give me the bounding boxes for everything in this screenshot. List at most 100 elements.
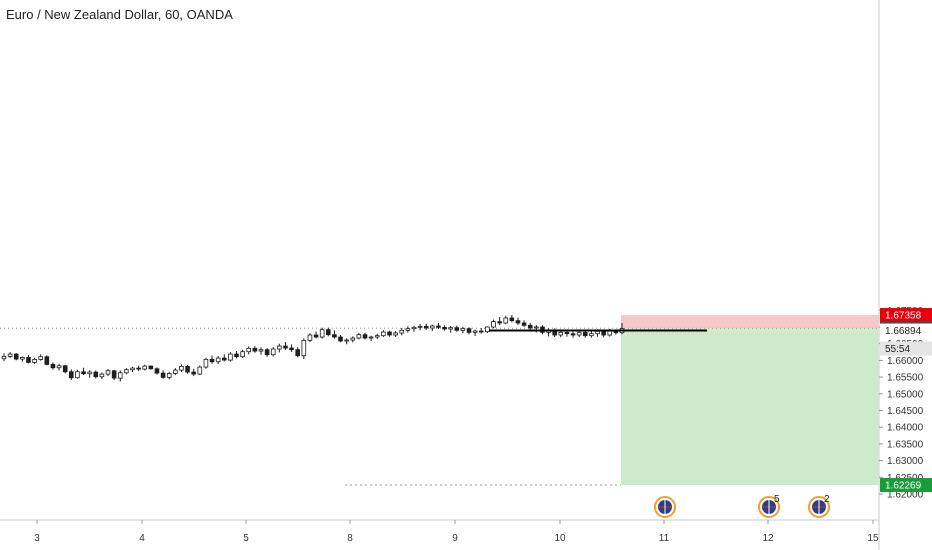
countdown-tag-bg	[880, 341, 932, 356]
candle-down	[295, 349, 300, 357]
candle-down	[221, 357, 227, 361]
candle-down	[264, 349, 270, 356]
candle-down	[521, 322, 527, 326]
price-tick-label: 1.65000	[887, 389, 924, 400]
candle-up	[307, 334, 313, 341]
stop-loss-zone	[621, 315, 879, 329]
candle-up	[87, 371, 92, 375]
candle-up	[576, 331, 582, 336]
candle-up	[1, 355, 7, 360]
candle-up	[411, 326, 417, 330]
level-price-tag-bg	[880, 323, 932, 338]
candle-up	[381, 331, 386, 337]
candle-down	[582, 331, 588, 337]
candle-down	[387, 331, 392, 336]
candle-down	[13, 353, 19, 360]
candle-down	[442, 326, 447, 330]
target-price-tag-bg	[880, 478, 932, 493]
candle-down	[69, 371, 74, 379]
price-tick-label: 1.65500	[887, 373, 924, 384]
candle-down	[436, 325, 441, 328]
candle-up	[179, 366, 184, 371]
candle-up	[215, 357, 221, 363]
candle-down	[601, 330, 606, 336]
level-price-tag: 1.66894	[885, 326, 922, 337]
candle-up	[319, 329, 325, 338]
candle-up	[491, 321, 496, 328]
candle-up	[430, 325, 435, 329]
time-tick-label: 12	[762, 533, 774, 544]
candle-up	[124, 369, 129, 374]
candle-up	[417, 325, 423, 328]
candle-down	[423, 325, 429, 329]
stop-price-tag: 1.67358	[885, 311, 922, 322]
candle-up	[368, 336, 374, 339]
candle-down	[478, 330, 484, 333]
candle-down	[185, 366, 190, 373]
candle-up	[38, 356, 44, 360]
time-tick-label: 15	[867, 533, 879, 544]
candle-up	[240, 351, 245, 358]
candle-down	[509, 317, 515, 322]
candle-down	[62, 365, 68, 373]
countdown-tag: 55:54	[885, 344, 910, 355]
candle-up	[203, 358, 209, 368]
candle-up	[589, 333, 594, 337]
candle-up	[130, 367, 135, 371]
price-tick-label: 1.62000	[887, 490, 924, 501]
candle-up	[142, 365, 148, 370]
stop-price-tag-bg	[880, 308, 932, 323]
candle-down	[160, 372, 166, 378]
candle-down	[454, 327, 460, 331]
candle-up	[270, 348, 276, 356]
candle-up	[558, 331, 564, 336]
candle-down	[527, 324, 533, 329]
candle-up	[405, 328, 411, 331]
candle-down	[50, 364, 56, 369]
candle-up	[485, 326, 490, 333]
candle-up	[356, 334, 362, 339]
candle-up	[258, 349, 264, 352]
event-marker[interactable]	[654, 496, 676, 518]
candle-up	[117, 372, 123, 379]
time-tick-label: 10	[554, 533, 566, 544]
candle-down	[326, 329, 331, 336]
candle-up	[460, 328, 466, 331]
candle-down	[362, 334, 368, 339]
candle-up	[393, 332, 398, 336]
candle-down	[338, 336, 343, 342]
candle-down	[136, 367, 141, 370]
candle-down	[209, 358, 215, 363]
candle-up	[344, 339, 349, 342]
candle-up	[399, 329, 405, 334]
candle-down	[564, 331, 570, 335]
event-marker[interactable]: 2	[808, 494, 830, 518]
candle-up	[374, 335, 380, 338]
price-tick-label: 1.63500	[887, 439, 924, 450]
candle-up	[246, 347, 252, 353]
candle-down	[466, 328, 472, 333]
candle-down	[332, 334, 337, 338]
candle-down	[26, 356, 31, 363]
candle-down	[93, 371, 99, 378]
time-tick-label: 5	[243, 533, 249, 544]
candle-down	[154, 368, 160, 374]
candle-up	[534, 326, 539, 329]
event-marker[interactable]: 5	[758, 494, 780, 518]
candle-down	[44, 356, 50, 365]
candle-up	[277, 345, 282, 350]
candle-up	[350, 337, 356, 341]
time-tick-label: 9	[452, 533, 458, 544]
candle-up	[32, 358, 37, 363]
candle-down	[148, 365, 154, 370]
chart-title: Euro / New Zealand Dollar, 60, OANDA	[6, 7, 233, 22]
time-tick-label: 4	[139, 533, 145, 544]
candle-down	[252, 347, 258, 352]
candle-up	[56, 365, 62, 369]
candle-down	[191, 371, 196, 375]
price-tick-label: 1.63000	[887, 456, 924, 467]
candle-down	[234, 353, 239, 358]
candle-up	[166, 373, 172, 378]
candle-down	[515, 320, 521, 324]
